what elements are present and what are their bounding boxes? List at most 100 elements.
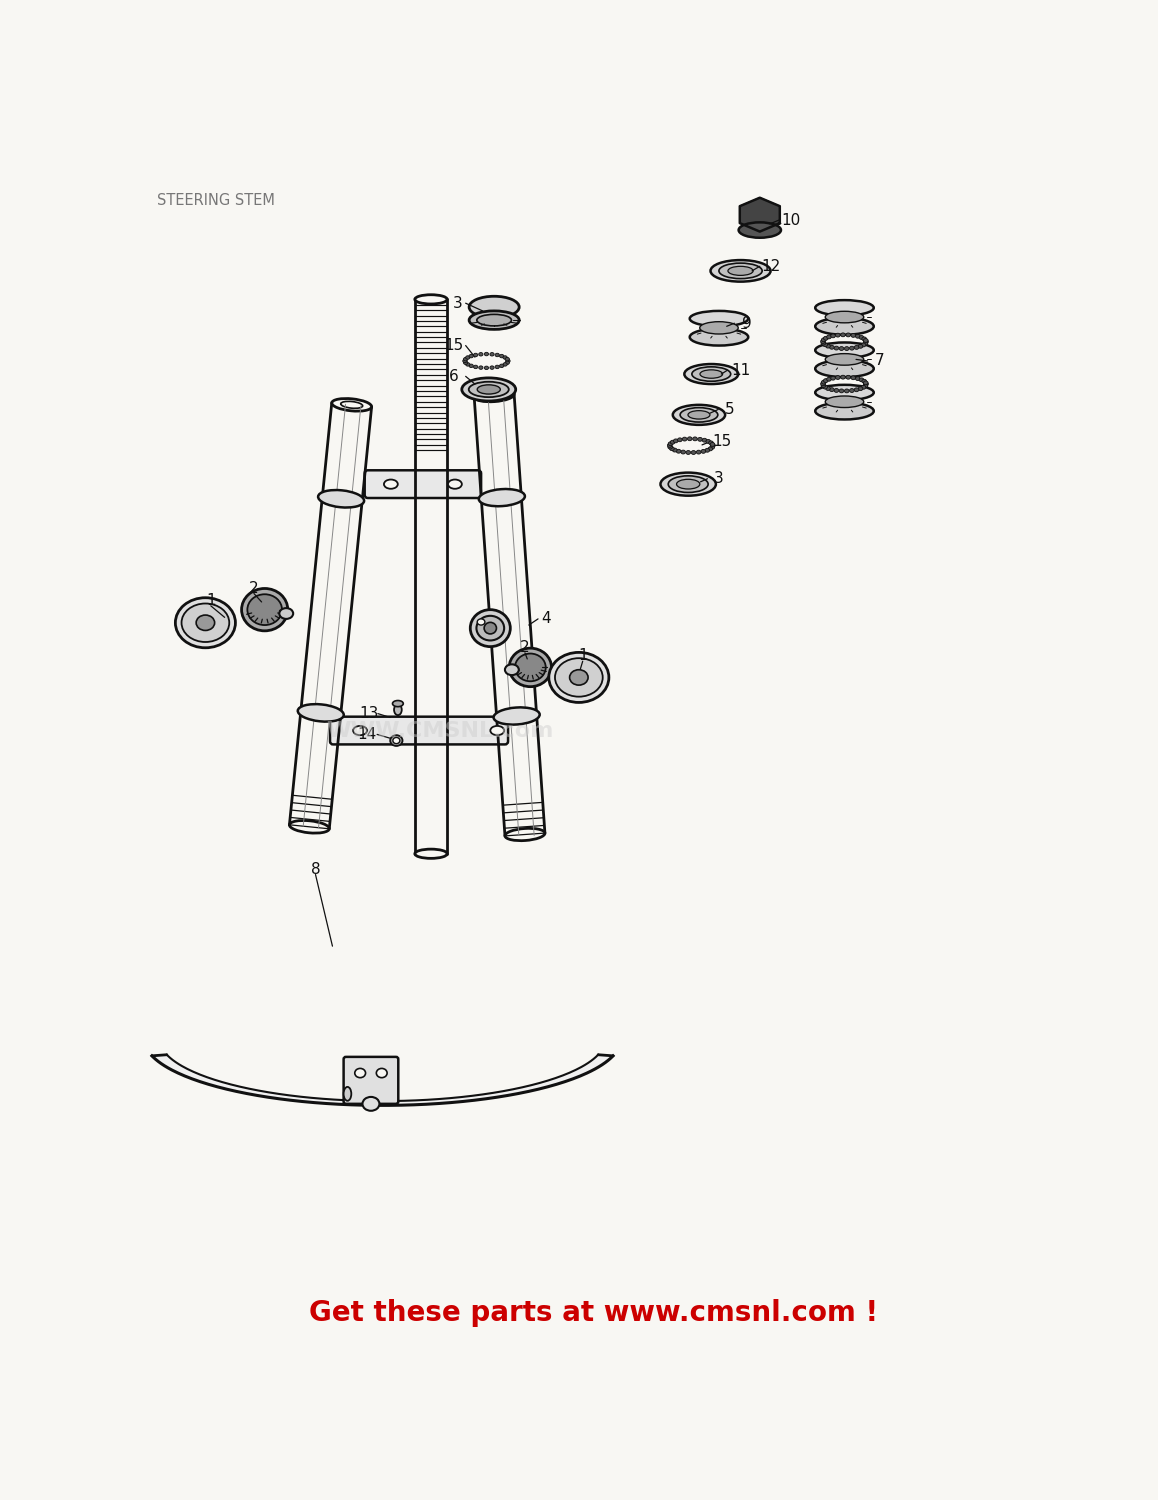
- Ellipse shape: [483, 392, 505, 399]
- Ellipse shape: [466, 363, 470, 366]
- Text: 9: 9: [742, 315, 752, 330]
- Ellipse shape: [673, 405, 725, 424]
- Ellipse shape: [862, 380, 866, 382]
- Ellipse shape: [829, 387, 834, 392]
- Ellipse shape: [711, 444, 716, 447]
- Ellipse shape: [821, 338, 826, 342]
- Ellipse shape: [840, 388, 844, 393]
- Ellipse shape: [862, 344, 866, 346]
- Text: STEERING STEM: STEERING STEM: [156, 194, 274, 208]
- Ellipse shape: [829, 345, 834, 350]
- Ellipse shape: [484, 352, 489, 356]
- FancyBboxPatch shape: [344, 1058, 398, 1104]
- Ellipse shape: [279, 608, 293, 619]
- Ellipse shape: [469, 310, 519, 330]
- Ellipse shape: [331, 399, 372, 411]
- Ellipse shape: [469, 297, 519, 318]
- Ellipse shape: [821, 382, 826, 386]
- Ellipse shape: [474, 364, 478, 369]
- Ellipse shape: [515, 654, 545, 681]
- Ellipse shape: [823, 378, 828, 382]
- Ellipse shape: [686, 450, 690, 454]
- Ellipse shape: [840, 346, 844, 351]
- Ellipse shape: [470, 609, 511, 646]
- Ellipse shape: [448, 480, 462, 489]
- Ellipse shape: [710, 446, 714, 448]
- Ellipse shape: [851, 376, 856, 380]
- Ellipse shape: [677, 438, 682, 441]
- Ellipse shape: [710, 442, 714, 447]
- Ellipse shape: [549, 652, 609, 702]
- Ellipse shape: [469, 381, 508, 398]
- Ellipse shape: [505, 828, 545, 840]
- Ellipse shape: [823, 386, 828, 388]
- FancyBboxPatch shape: [330, 717, 508, 744]
- Ellipse shape: [688, 436, 692, 441]
- Text: 3: 3: [453, 296, 463, 310]
- Text: 11: 11: [731, 363, 750, 378]
- Ellipse shape: [821, 339, 826, 344]
- Ellipse shape: [496, 364, 499, 369]
- Ellipse shape: [415, 849, 447, 858]
- Ellipse shape: [462, 378, 515, 400]
- Ellipse shape: [815, 402, 874, 420]
- Ellipse shape: [490, 726, 504, 735]
- Ellipse shape: [505, 357, 510, 362]
- Ellipse shape: [858, 345, 863, 348]
- Ellipse shape: [699, 370, 723, 378]
- Ellipse shape: [696, 450, 701, 454]
- Ellipse shape: [821, 380, 826, 384]
- Ellipse shape: [415, 294, 447, 304]
- Text: 1: 1: [578, 648, 587, 663]
- Ellipse shape: [830, 334, 835, 338]
- Text: 7: 7: [874, 354, 884, 369]
- Ellipse shape: [493, 708, 540, 724]
- Ellipse shape: [709, 441, 713, 446]
- Ellipse shape: [855, 345, 859, 350]
- Text: 14: 14: [358, 728, 376, 742]
- Ellipse shape: [474, 390, 514, 402]
- Ellipse shape: [354, 1068, 366, 1077]
- Ellipse shape: [394, 705, 402, 716]
- Ellipse shape: [670, 441, 675, 444]
- Ellipse shape: [688, 411, 710, 419]
- Ellipse shape: [506, 358, 511, 363]
- Text: Get these parts at www.cmsnl.com !: Get these parts at www.cmsnl.com !: [309, 1299, 878, 1328]
- Ellipse shape: [477, 386, 500, 394]
- Ellipse shape: [815, 386, 874, 400]
- Ellipse shape: [844, 346, 849, 351]
- Ellipse shape: [836, 375, 841, 380]
- Ellipse shape: [680, 408, 718, 422]
- Ellipse shape: [344, 1088, 351, 1101]
- Ellipse shape: [676, 480, 699, 489]
- Ellipse shape: [827, 334, 831, 339]
- Text: 12: 12: [762, 258, 780, 273]
- Ellipse shape: [477, 620, 485, 626]
- Ellipse shape: [684, 364, 739, 384]
- Ellipse shape: [708, 447, 712, 452]
- Ellipse shape: [362, 1096, 380, 1112]
- Ellipse shape: [690, 310, 748, 327]
- Ellipse shape: [499, 354, 504, 358]
- Text: 6: 6: [449, 369, 459, 384]
- Ellipse shape: [290, 821, 329, 833]
- Ellipse shape: [856, 334, 860, 338]
- Ellipse shape: [706, 440, 711, 444]
- Ellipse shape: [669, 447, 674, 450]
- Ellipse shape: [702, 438, 706, 442]
- Ellipse shape: [660, 472, 716, 495]
- Ellipse shape: [719, 262, 762, 279]
- Ellipse shape: [555, 658, 602, 696]
- Ellipse shape: [477, 315, 512, 326]
- Ellipse shape: [850, 346, 855, 350]
- Ellipse shape: [728, 267, 753, 276]
- Text: 8: 8: [310, 861, 321, 876]
- Ellipse shape: [830, 376, 835, 380]
- Ellipse shape: [668, 442, 673, 446]
- Ellipse shape: [855, 388, 859, 392]
- Ellipse shape: [815, 300, 874, 315]
- Ellipse shape: [496, 352, 499, 357]
- Ellipse shape: [863, 384, 867, 387]
- Ellipse shape: [692, 436, 697, 441]
- Ellipse shape: [673, 448, 677, 452]
